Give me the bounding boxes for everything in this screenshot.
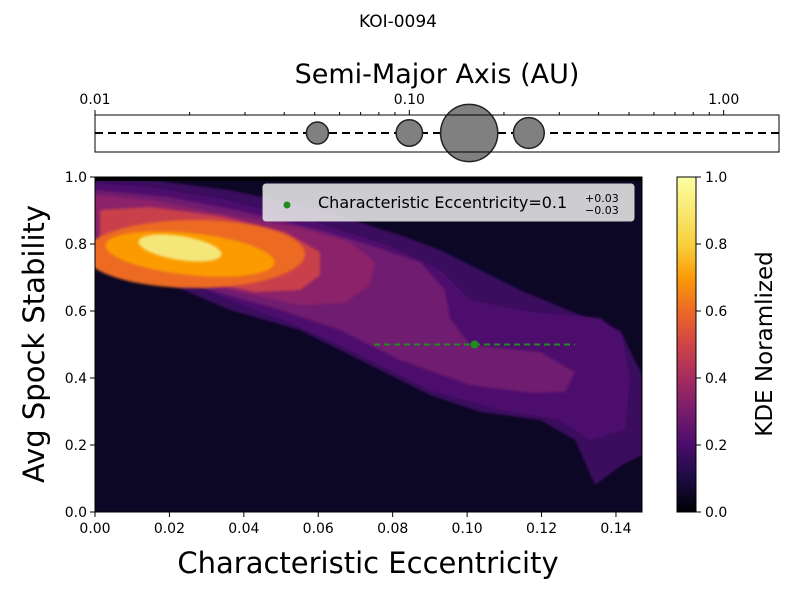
- top-panel-frame: [94, 114, 780, 153]
- y-tick-group: 0.0 0.2 0.4 0.6 0.8 1.0: [65, 170, 95, 521]
- colorbar-tick-label: 0.0: [705, 505, 727, 521]
- y-tick-label: 0.2: [65, 438, 87, 454]
- legend-sub: −0.03: [585, 204, 619, 217]
- y-axis-label: Avg Spock Stability: [17, 205, 51, 483]
- colorbar-tick-group: 0.0 0.2 0.4 0.6 0.8 1.0: [696, 170, 727, 521]
- top-tick-label: 0.10: [394, 92, 425, 108]
- top-axis-label: Semi-Major Axis (AU): [295, 59, 580, 90]
- planet-marker: [395, 119, 424, 147]
- colorbar-tick-label: 0.2: [705, 438, 727, 454]
- x-tick-label: 0.06: [303, 521, 334, 537]
- x-tick-label: 0.12: [526, 521, 557, 537]
- y-tick-label: 0.6: [65, 304, 87, 320]
- top-tick-label: 1.00: [708, 92, 739, 108]
- legend-box: [262, 183, 635, 222]
- figure-title: KOI-0094: [359, 12, 437, 32]
- planet-marker: [439, 103, 499, 163]
- y-tick-label: 0.8: [65, 237, 87, 253]
- kde-contours: [95, 177, 642, 512]
- colorbar-tick-label: 0.4: [705, 371, 727, 387]
- kde-peak: [138, 234, 222, 262]
- y-tick-label: 0.0: [65, 505, 87, 521]
- planet-group: [305, 103, 545, 163]
- x-tick-group: 0.00 0.02 0.04 0.06 0.08 0.10 0.12 0.14: [79, 512, 632, 537]
- x-tick-label: 0.02: [154, 521, 185, 537]
- colorbar: 0.0 0.2 0.4 0.6 0.8 1.0 KDE Noramlized: [676, 170, 778, 521]
- colorbar-tick-label: 1.0: [705, 170, 727, 186]
- x-tick-label: 0.10: [452, 521, 483, 537]
- x-tick-label: 0.08: [377, 521, 408, 537]
- x-tick-label: 0.00: [79, 521, 110, 537]
- y-tick-label: 1.0: [65, 170, 87, 186]
- estimate-point: [470, 340, 479, 349]
- colorbar-gradient: [676, 176, 697, 513]
- legend-marker: [283, 201, 291, 209]
- colorbar-tick-label: 0.6: [705, 304, 727, 320]
- semi-major-axis-panel: Semi-Major Axis (AU) 0.01 0.10 1.00: [79, 59, 780, 163]
- x-tick-label: 0.14: [600, 521, 631, 537]
- x-tick-label: 0.04: [228, 521, 259, 537]
- legend: Characteristic Eccentricity=0.1 +0.03 −0…: [262, 183, 635, 222]
- colorbar-tick-label: 0.8: [705, 237, 727, 253]
- colorbar-label: KDE Noramlized: [752, 251, 778, 436]
- planet-marker: [512, 116, 545, 150]
- x-axis-label: Characteristic Eccentricity: [177, 546, 558, 580]
- kde-top-band: [95, 177, 642, 181]
- top-tick-group: 0.01 0.10 1.00: [79, 92, 739, 115]
- legend-sup: +0.03: [585, 192, 619, 205]
- kde-panel: Characteristic Eccentricity=0.1 +0.03 −0…: [17, 170, 643, 580]
- top-tick-label: 0.01: [79, 92, 110, 108]
- y-tick-label: 0.4: [65, 371, 87, 387]
- legend-label: Characteristic Eccentricity=0.1: [318, 193, 567, 212]
- planet-marker: [305, 121, 330, 145]
- kde-panel-frame: [94, 176, 643, 513]
